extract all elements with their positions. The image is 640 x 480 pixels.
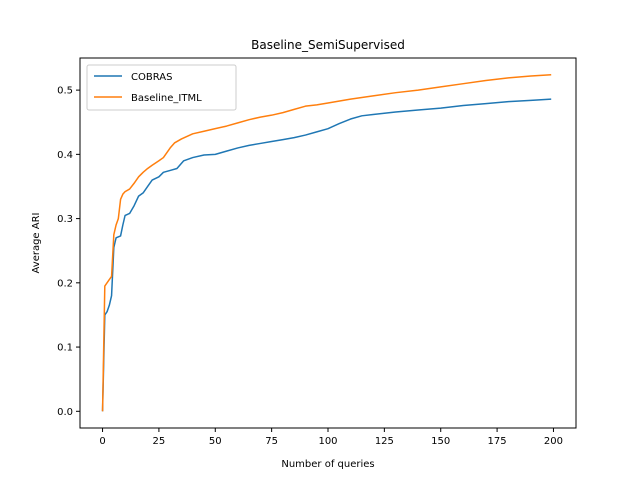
series-line-0 [101, 98, 552, 412]
x-tick-label: 0 [99, 436, 105, 447]
x-tick-label: 50 [209, 436, 222, 447]
y-tick-label: 0.2 [57, 278, 73, 289]
y-tick-label: 0.1 [57, 343, 73, 354]
x-tick-label: 175 [488, 436, 507, 447]
legend-box [86, 64, 237, 111]
y-tick-label: 0.5 [57, 86, 73, 97]
series-layer [101, 73, 552, 412]
x-tick-label: 25 [153, 436, 166, 447]
x-axis: 0 25 50 75 100 125 150 175 200 [99, 428, 563, 447]
y-axis: 0.0 0.1 0.2 0.3 0.4 0.5 [57, 86, 80, 418]
x-tick-label: 125 [375, 436, 394, 447]
y-tick-label: 0.0 [57, 407, 73, 418]
series-line-1 [101, 73, 552, 412]
x-tick-label: 200 [544, 436, 563, 447]
x-axis-label: Number of queries [281, 459, 374, 470]
y-tick-label: 0.4 [57, 150, 73, 161]
legend-label-cobras: COBRAS [131, 72, 172, 83]
chart-title: Baseline_SemiSupervised [251, 38, 405, 52]
y-axis-label: Average ARI [31, 213, 42, 274]
x-tick-label: 150 [431, 436, 450, 447]
x-tick-label: 75 [265, 436, 278, 447]
y-tick-label: 0.3 [57, 214, 73, 225]
legend: COBRAS Baseline_ITML [86, 64, 237, 111]
legend-label-baseline-itml: Baseline_ITML [131, 93, 202, 104]
x-tick-label: 100 [318, 436, 337, 447]
